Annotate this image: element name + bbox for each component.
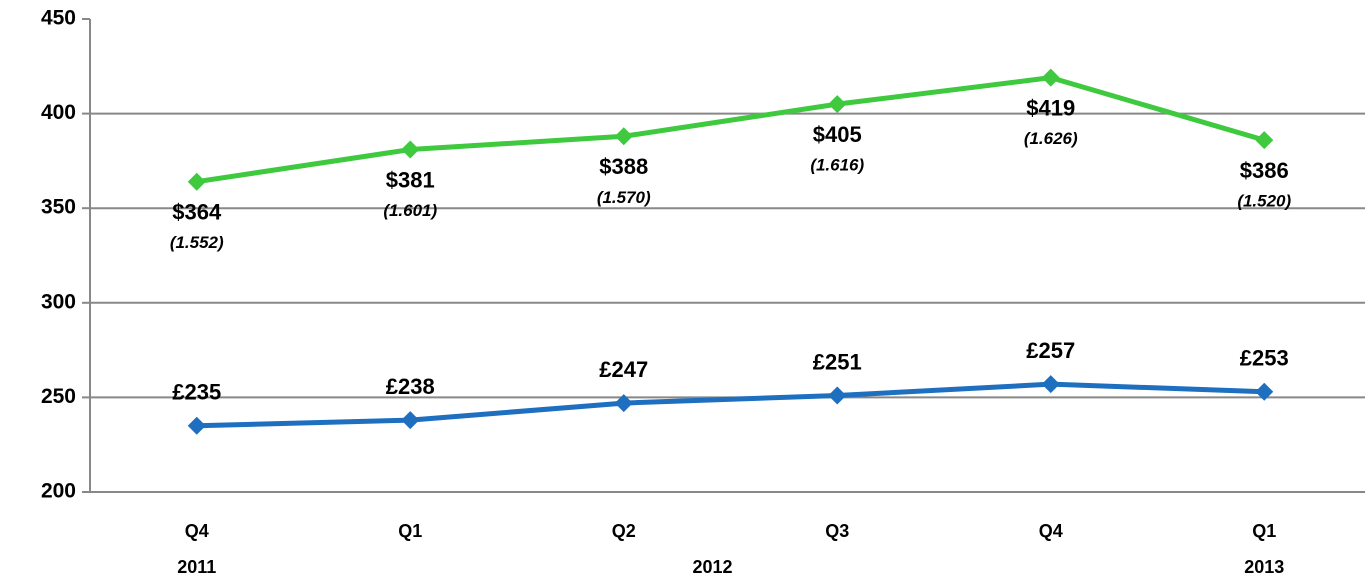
x-tick-label: Q4 bbox=[185, 521, 209, 541]
x-tick-label: Q3 bbox=[825, 521, 849, 541]
point-marker bbox=[828, 95, 847, 114]
group-label: 2011 bbox=[177, 557, 216, 577]
data-label: $419 bbox=[1026, 95, 1075, 120]
x-tick-label: Q1 bbox=[1252, 521, 1276, 541]
point-marker bbox=[614, 394, 633, 413]
data-label: £247 bbox=[599, 357, 648, 382]
point-marker bbox=[1041, 375, 1060, 394]
data-label: £253 bbox=[1240, 346, 1289, 371]
y-tick-label: 350 bbox=[41, 196, 76, 219]
x-tick-label: Q1 bbox=[398, 521, 422, 541]
y-tick-label: 250 bbox=[41, 385, 76, 408]
y-tick-label: 200 bbox=[41, 480, 76, 503]
data-label: $381 bbox=[386, 167, 435, 192]
point-marker bbox=[1255, 382, 1274, 401]
data-label: $386 bbox=[1240, 158, 1289, 183]
point-marker bbox=[1041, 68, 1060, 87]
series-line bbox=[196, 381, 1265, 429]
data-label: $405 bbox=[813, 122, 862, 147]
data-label: £251 bbox=[813, 349, 862, 374]
data-label: £238 bbox=[386, 374, 435, 399]
data-sublabel: (1.626) bbox=[1024, 129, 1078, 148]
point-marker bbox=[828, 386, 847, 405]
data-sublabel: (1.601) bbox=[383, 201, 437, 220]
group-label: 2013 bbox=[1244, 557, 1284, 577]
point-marker bbox=[1255, 131, 1274, 150]
data-sublabel: (1.520) bbox=[1237, 192, 1291, 211]
point-marker bbox=[401, 411, 420, 430]
data-label: £257 bbox=[1026, 338, 1075, 363]
x-tick-label: Q4 bbox=[1039, 521, 1063, 541]
x-tick-label: Q2 bbox=[612, 521, 636, 541]
point-marker bbox=[401, 140, 420, 159]
y-tick-label: 400 bbox=[41, 101, 76, 124]
series-line bbox=[196, 75, 1265, 185]
y-tick-label: 300 bbox=[41, 290, 76, 313]
data-label: £235 bbox=[172, 380, 221, 405]
data-sublabel: (1.570) bbox=[597, 188, 651, 207]
point-marker bbox=[614, 127, 633, 146]
y-tick-label: 450 bbox=[41, 7, 76, 30]
data-sublabel: (1.616) bbox=[810, 156, 864, 175]
point-marker bbox=[187, 416, 206, 435]
point-marker bbox=[187, 172, 206, 191]
group-label: 2012 bbox=[692, 557, 732, 577]
data-label: $364 bbox=[172, 200, 222, 225]
data-sublabel: (1.552) bbox=[170, 233, 224, 252]
data-label: $388 bbox=[599, 154, 648, 179]
